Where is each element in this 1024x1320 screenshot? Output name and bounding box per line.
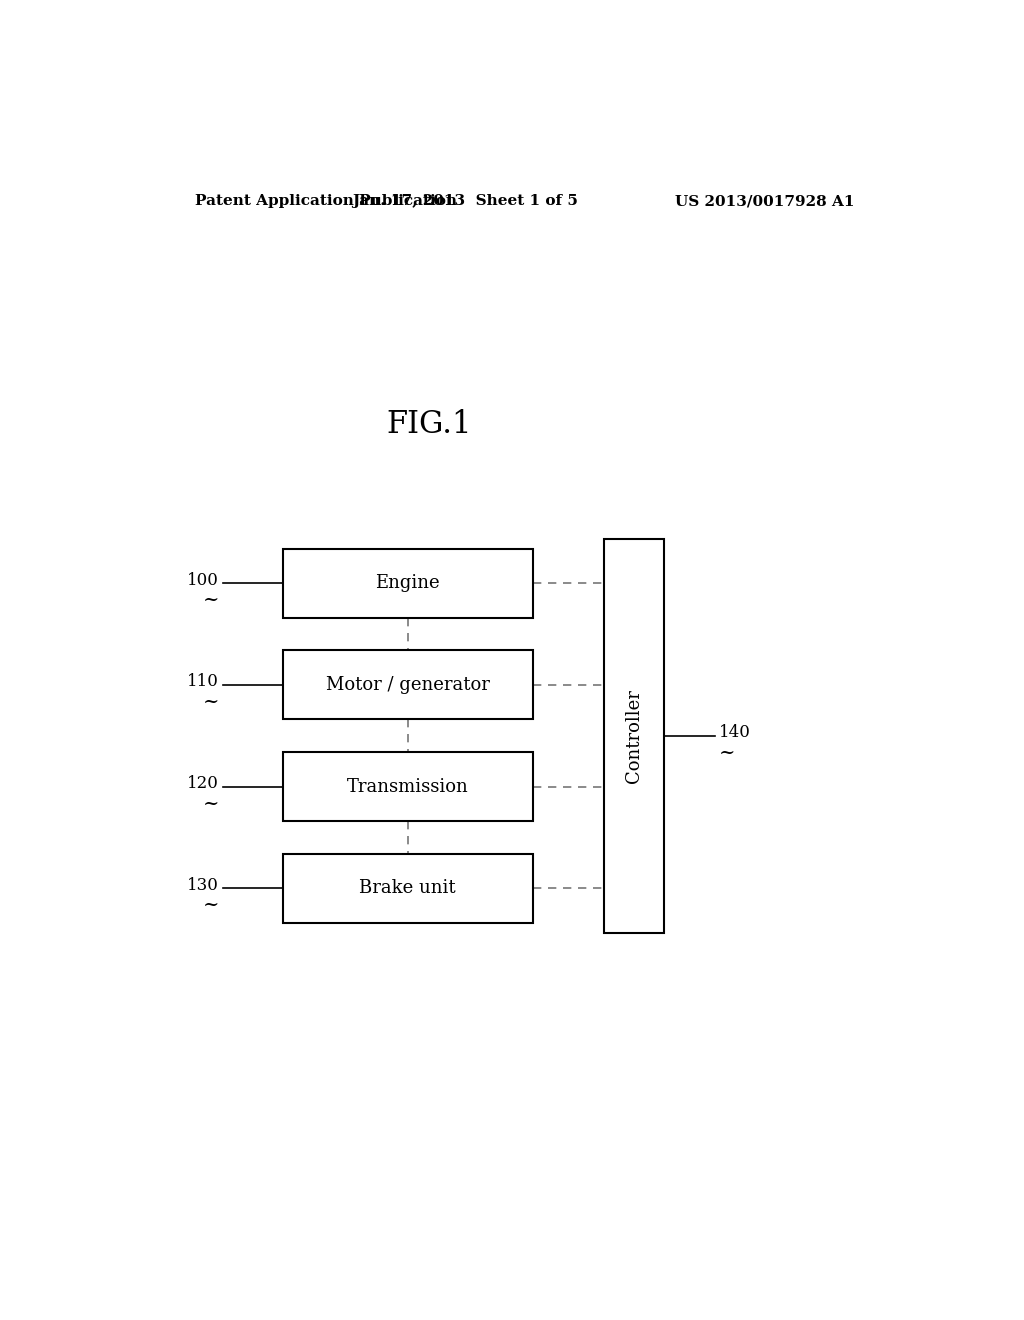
Bar: [283, 651, 532, 719]
Text: Patent Application Publication: Patent Application Publication: [196, 194, 458, 209]
Text: ~: ~: [719, 744, 735, 762]
Bar: [283, 549, 532, 618]
Text: ~: ~: [203, 795, 219, 813]
Text: ~: ~: [203, 896, 219, 915]
Text: Motor / generator: Motor / generator: [326, 676, 489, 694]
Text: 110: 110: [187, 673, 219, 690]
Text: ~: ~: [203, 591, 219, 610]
Text: 120: 120: [187, 775, 219, 792]
Text: 140: 140: [719, 725, 752, 741]
Text: US 2013/0017928 A1: US 2013/0017928 A1: [675, 194, 854, 209]
Text: FIG.1: FIG.1: [387, 409, 472, 440]
Text: Brake unit: Brake unit: [359, 879, 456, 898]
Text: Transmission: Transmission: [347, 777, 469, 796]
Bar: [604, 539, 664, 933]
Text: 130: 130: [187, 876, 219, 894]
Text: ~: ~: [203, 693, 219, 711]
Text: 100: 100: [187, 572, 219, 589]
Text: Engine: Engine: [376, 574, 440, 593]
Text: Controller: Controller: [625, 689, 643, 783]
Bar: [283, 854, 532, 923]
Text: Jan. 17, 2013  Sheet 1 of 5: Jan. 17, 2013 Sheet 1 of 5: [352, 194, 579, 209]
Bar: [283, 752, 532, 821]
